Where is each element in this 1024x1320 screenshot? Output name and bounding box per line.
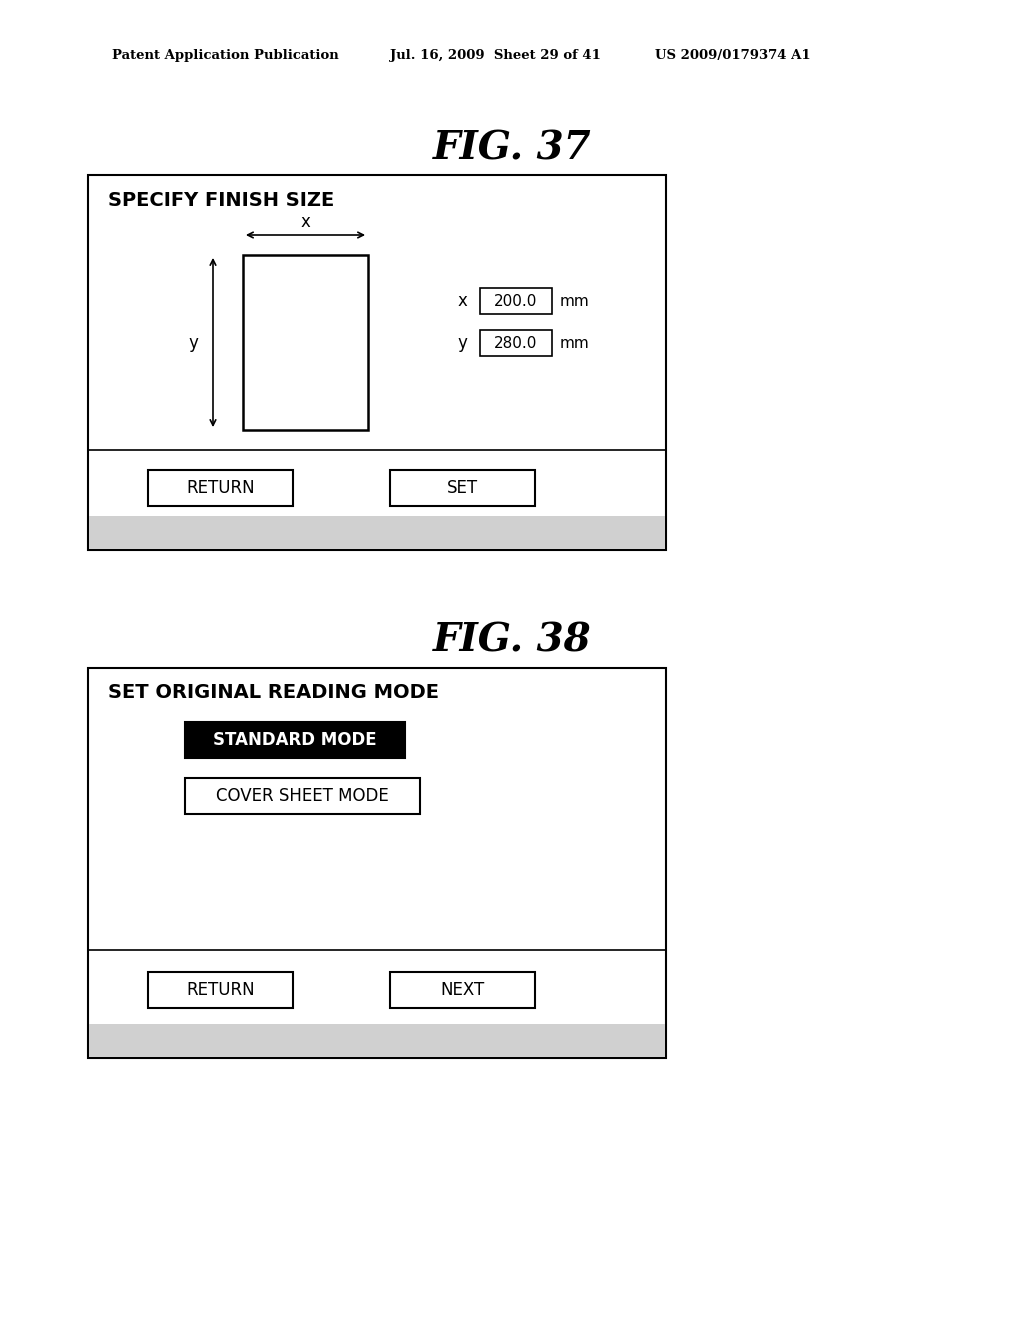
Bar [480, 330, 552, 356]
Text: y: y [188, 334, 198, 351]
Text: x: x [301, 213, 310, 231]
Bar [89, 1024, 665, 1057]
Text: RETURN: RETURN [186, 479, 255, 498]
Text: FIG. 38: FIG. 38 [433, 620, 591, 659]
Text: COVER SHEET MODE: COVER SHEET MODE [216, 787, 389, 805]
Bar [243, 255, 368, 430]
Bar [480, 288, 552, 314]
Text: SPECIFY FINISH SIZE: SPECIFY FINISH SIZE [108, 190, 334, 210]
Text: x: x [457, 292, 467, 310]
Text: y: y [457, 334, 467, 352]
Text: SET: SET [446, 479, 478, 498]
Text: US 2009/0179374 A1: US 2009/0179374 A1 [655, 49, 811, 62]
Bar [89, 516, 665, 549]
Bar [390, 972, 535, 1008]
Text: Jul. 16, 2009  Sheet 29 of 41: Jul. 16, 2009 Sheet 29 of 41 [390, 49, 601, 62]
Text: FIG. 37: FIG. 37 [433, 129, 591, 168]
Bar [185, 777, 420, 814]
Text: 200.0: 200.0 [495, 293, 538, 309]
Text: STANDARD MODE: STANDARD MODE [213, 731, 377, 748]
Text: SET ORIGINAL READING MODE: SET ORIGINAL READING MODE [108, 684, 439, 702]
Text: mm: mm [560, 293, 590, 309]
Bar [88, 668, 666, 1059]
Text: RETURN: RETURN [186, 981, 255, 999]
Text: mm: mm [560, 335, 590, 351]
Text: 280.0: 280.0 [495, 335, 538, 351]
Text: NEXT: NEXT [440, 981, 484, 999]
Bar [148, 470, 293, 506]
Bar [148, 972, 293, 1008]
Text: Patent Application Publication: Patent Application Publication [112, 49, 339, 62]
Bar [88, 176, 666, 550]
Bar [390, 470, 535, 506]
Bar [185, 722, 406, 758]
